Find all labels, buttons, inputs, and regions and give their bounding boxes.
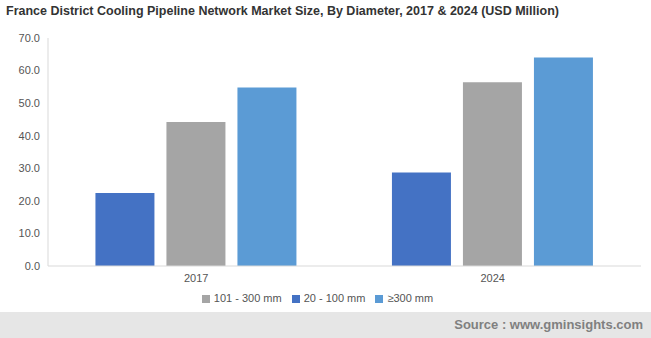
svg-text:10.0: 10.0 bbox=[19, 227, 40, 239]
svg-text:2024: 2024 bbox=[481, 272, 505, 284]
svg-text:2017: 2017 bbox=[184, 272, 208, 284]
html-text:101 - 300 mm: 101 - 300 mm bbox=[213, 292, 282, 304]
svg-text:70.0: 70.0 bbox=[19, 32, 40, 44]
html-text:Source : www.gminsights.com: Source : www.gminsights.com bbox=[454, 317, 643, 332]
svg-text:50.0: 50.0 bbox=[19, 97, 40, 109]
svg-text:60.0: 60.0 bbox=[19, 64, 40, 76]
svg-text:0.0: 0.0 bbox=[25, 260, 40, 272]
svg-text:40.0: 40.0 bbox=[19, 130, 40, 142]
html-text:France District Cooling Pipeli: France District Cooling Pipeline Network… bbox=[6, 4, 559, 18]
html-text:20 - 100 mm: 20 - 100 mm bbox=[303, 292, 366, 304]
html-text:≥300 mm: ≥300 mm bbox=[387, 292, 434, 304]
svg-text:20.0: 20.0 bbox=[19, 195, 40, 207]
svg-text:30.0: 30.0 bbox=[19, 162, 40, 174]
